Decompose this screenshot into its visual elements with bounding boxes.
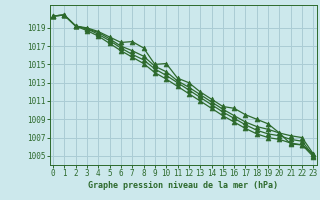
X-axis label: Graphe pression niveau de la mer (hPa): Graphe pression niveau de la mer (hPa) (88, 181, 278, 190)
